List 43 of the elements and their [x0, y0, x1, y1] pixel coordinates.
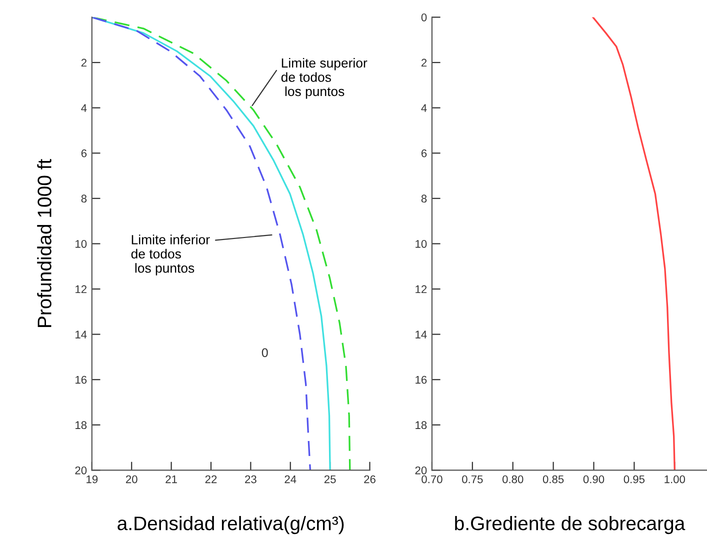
x-tick-label: 0.85 — [542, 475, 564, 484]
x-tick-label: 25 — [324, 475, 336, 484]
y-tick-label: 20 — [415, 466, 427, 474]
y-tick-label: 4 — [81, 104, 87, 112]
y-tick-label: 18 — [416, 421, 427, 430]
annotation: Limite superior de todos los puntos — [281, 58, 368, 99]
x-tick-label: 0.95 — [624, 475, 645, 484]
x-tick-label: 19 — [86, 475, 98, 484]
x-tick-label: 22 — [205, 475, 217, 484]
x-tick-label: 0.70 — [422, 475, 442, 484]
y-tick-label: 6 — [422, 149, 427, 158]
y-tick-label: 20 — [75, 466, 87, 474]
y-axis-title: Profundidad 1000 ft — [37, 158, 52, 327]
y-tick-label: 18 — [76, 421, 87, 430]
x-tick-label: 20 — [126, 475, 138, 484]
x-tick-label: 21 — [166, 475, 177, 484]
x-tick-label: 0.80 — [502, 475, 524, 484]
y-tick-label: 8 — [421, 194, 427, 203]
y-tick-label: 8 — [81, 194, 87, 203]
y-tick-label: 14 — [76, 330, 87, 338]
x-tick-label: 23 — [245, 475, 256, 484]
y-tick-label: 16 — [416, 376, 427, 384]
x-tick-label: 24 — [284, 475, 296, 484]
x-tick-label: 0.90 — [583, 475, 604, 484]
x-tick-label: 26 — [364, 475, 376, 484]
x-tick-label: 0.75 — [462, 475, 483, 484]
x-axis-title: b.Grediente de sobrecarga — [455, 516, 686, 534]
y-tick-label: 6 — [81, 149, 87, 158]
x-axis-title: a.Densidad relativa(g/cm³) — [118, 516, 344, 534]
y-tick-label: 4 — [421, 104, 427, 112]
y-tick-label: 10 — [416, 240, 427, 248]
annotation: Limite inferior de todos los puntos — [131, 234, 210, 276]
x-tick-label: 1.00 — [664, 475, 686, 484]
y-tick-label: 2 — [81, 58, 86, 67]
y-tick-label: 2 — [421, 58, 427, 67]
y-tick-label: 16 — [76, 376, 87, 384]
line-series — [592, 17, 676, 470]
y-tick-label: 0 — [421, 13, 427, 22]
y-tick-label: 12 — [76, 285, 86, 294]
annotation: 0 — [262, 348, 268, 358]
y-tick-label: 12 — [416, 285, 427, 294]
y-tick-label: 14 — [416, 330, 427, 338]
y-tick-label: 10 — [76, 240, 87, 248]
